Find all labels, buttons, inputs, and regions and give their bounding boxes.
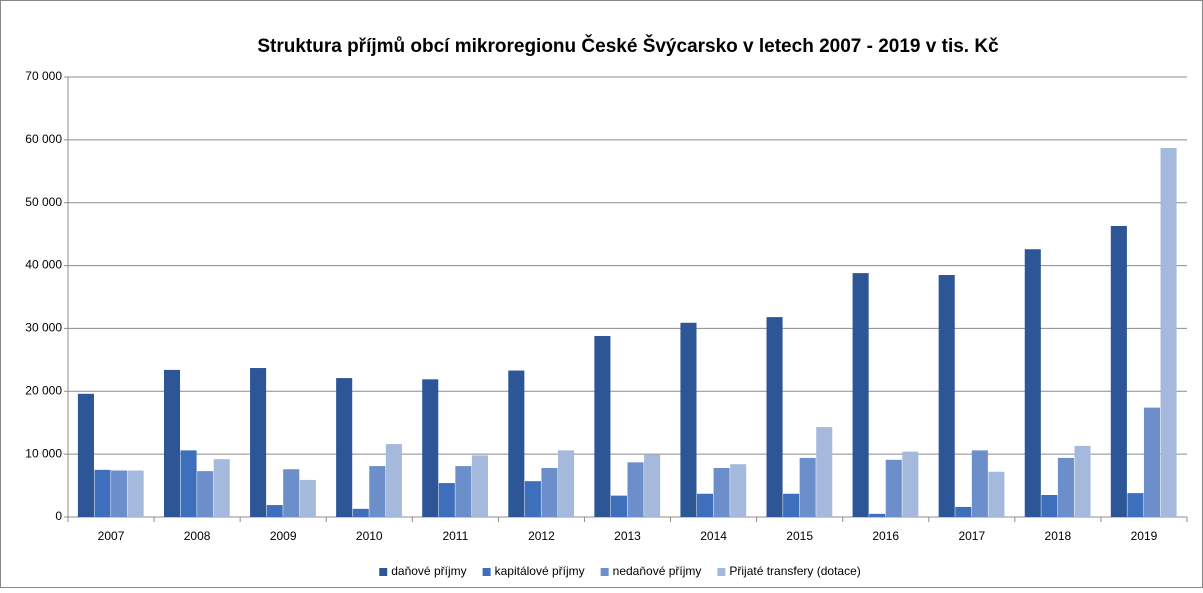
bar: [197, 471, 214, 517]
bar: [988, 471, 1005, 517]
bar: [557, 450, 575, 517]
bar: [94, 469, 111, 517]
bar: [1057, 457, 1074, 517]
bar: [938, 275, 955, 517]
bar: [627, 462, 644, 517]
bar: [524, 481, 541, 517]
x-tick-label: 2019: [1131, 529, 1158, 543]
bar: [111, 470, 128, 517]
bar: [422, 379, 439, 517]
bar: [869, 513, 886, 517]
x-tick-label: 2016: [872, 529, 899, 543]
x-tick-label: 2009: [270, 529, 297, 543]
bar: [885, 459, 902, 517]
y-tick-label: 20 000: [25, 383, 62, 397]
legend-label: kapitálové příjmy: [495, 564, 585, 578]
bar: [508, 370, 525, 517]
bar: [283, 469, 300, 517]
bar: [644, 454, 661, 517]
bar: [541, 467, 558, 517]
x-tick-label: 2017: [958, 529, 985, 543]
bar: [1024, 249, 1041, 517]
bar: [385, 444, 402, 517]
bar: [369, 466, 386, 517]
y-tick-label: 30 000: [25, 321, 62, 335]
bar: [971, 450, 988, 517]
y-tick-label: 0: [55, 509, 62, 523]
bar: [730, 464, 747, 517]
chart-title: Struktura příjmů obcí mikroregionu České…: [257, 35, 999, 57]
bar: [471, 455, 488, 517]
y-tick-label: 40 000: [25, 258, 62, 272]
bar: [250, 368, 267, 517]
bar: [697, 493, 714, 517]
legend-swatch: [379, 568, 388, 576]
x-tick-label: 2010: [356, 529, 383, 543]
bar: [1110, 225, 1127, 517]
bar: [816, 427, 833, 517]
bar: [1143, 407, 1161, 517]
bar: [766, 317, 783, 517]
bar: [438, 483, 455, 517]
bar: [902, 451, 919, 517]
bar: [1041, 495, 1058, 517]
bar: [77, 393, 94, 517]
bar: [852, 273, 869, 517]
bar: [213, 459, 230, 517]
legend-label: nedaňové příjmy: [613, 564, 702, 578]
bar: [455, 466, 472, 517]
bar: [713, 467, 730, 517]
bar: [180, 450, 197, 517]
bar: [163, 369, 181, 517]
legend-swatch: [717, 568, 726, 576]
bar: [299, 479, 316, 517]
bar: [352, 508, 369, 517]
bar: [1160, 148, 1177, 517]
legend-swatch: [482, 568, 491, 576]
x-tick-label: 2018: [1045, 529, 1072, 543]
bar: [799, 457, 816, 517]
bar: [1127, 493, 1144, 517]
bar: [610, 495, 627, 517]
x-tick-label: 2013: [614, 529, 641, 543]
x-tick-label: 2007: [98, 529, 125, 543]
legend-label: Přijaté transfery (dotace): [729, 564, 860, 578]
x-tick-label: 2014: [700, 529, 727, 543]
x-tick-label: 2008: [184, 529, 211, 543]
y-tick-label: 70 000: [25, 69, 62, 83]
y-tick-label: 60 000: [25, 132, 62, 146]
x-tick-label: 2011: [442, 529, 468, 543]
bar: [127, 470, 144, 517]
bar: [783, 493, 800, 517]
bar: [1074, 445, 1091, 517]
x-tick-label: 2015: [786, 529, 813, 543]
legend-swatch: [600, 568, 609, 576]
y-tick-label: 10 000: [25, 446, 62, 460]
bar: [336, 378, 353, 517]
bar: [955, 506, 972, 517]
legend-label: daňové příjmy: [391, 564, 466, 578]
bar: [266, 505, 283, 517]
bar: [594, 335, 611, 517]
bar: [680, 322, 697, 517]
y-tick-label: 50 000: [25, 195, 62, 209]
x-tick-label: 2012: [528, 529, 555, 543]
